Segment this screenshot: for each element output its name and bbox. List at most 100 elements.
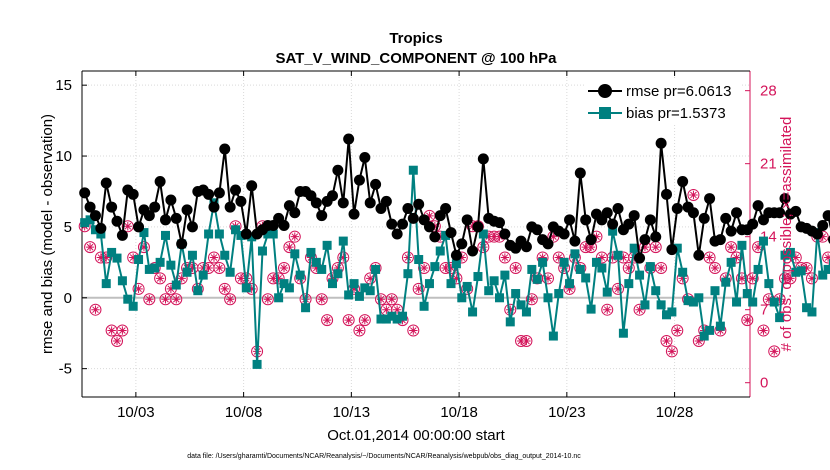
x-tick-label: 10/13 (333, 404, 371, 421)
obs-possible-point (412, 282, 425, 295)
obs-possible-point (612, 282, 625, 295)
bias-point (678, 267, 688, 277)
obs-possible-point (757, 324, 770, 337)
bias-point (624, 279, 634, 289)
obs-possible-point (170, 293, 183, 306)
y-tick-label-left: -5 (59, 361, 72, 378)
bias-point (360, 283, 370, 293)
rmse-point (423, 221, 435, 233)
obs-assimilated-point (317, 295, 326, 304)
obs-assimilated-point (452, 274, 461, 283)
bias-point (193, 286, 203, 296)
bias-point (505, 317, 515, 327)
y-axis-right-label: # of obs: o=possible; ×=assimilated (778, 117, 795, 352)
rmse-point (558, 228, 570, 240)
obs-assimilated-point (506, 305, 515, 314)
bias-point (295, 270, 305, 280)
rmse-point (564, 214, 576, 226)
legend-bias-label: bias pr=1.5373 (626, 105, 726, 122)
rmse-point (337, 197, 349, 209)
obs-possible-point (342, 314, 355, 327)
obs-assimilated-point (220, 284, 229, 294)
obs-possible-point (407, 324, 420, 337)
bias-point (618, 328, 628, 338)
rmse-point (106, 201, 118, 213)
y-tick-label-left: 0 (64, 290, 72, 307)
obs-assimilated-point (549, 232, 558, 241)
rmse-point (176, 238, 188, 250)
obs-assimilated-point (134, 284, 143, 294)
bias-point (446, 279, 456, 289)
rmse-point (186, 221, 198, 233)
obs-possible-point (525, 293, 538, 306)
obs-assimilated-point (355, 326, 364, 335)
rmse-point (235, 195, 247, 207)
obs-possible-point (671, 324, 684, 337)
obs-assimilated-point (91, 305, 100, 314)
rmse-point (213, 187, 225, 199)
obs-possible-point (509, 261, 522, 274)
obs-possible-point (687, 188, 700, 201)
rmse-point (601, 207, 613, 219)
rmse-point (143, 210, 155, 222)
rmse-point (370, 178, 382, 190)
bias-point (457, 293, 467, 303)
bias-point (672, 243, 682, 253)
obs-assimilated-point (112, 336, 122, 346)
bias-point (645, 262, 655, 272)
obs-assimilated-point (382, 305, 391, 314)
obs-assimilated-point (177, 274, 186, 283)
bias-point (435, 246, 445, 256)
bias-point (107, 247, 117, 257)
obs-possible-point (315, 293, 328, 306)
obs-assimilated-point (538, 253, 547, 262)
bias-point (591, 257, 601, 267)
obs-assimilated-point (710, 263, 720, 273)
bias-point (785, 247, 795, 257)
rmse-point (472, 221, 484, 233)
bias-point (430, 262, 440, 272)
rmse-point (310, 197, 322, 209)
bias-point (532, 274, 542, 284)
rmse-point (698, 212, 710, 224)
bias-point (726, 257, 736, 267)
rmse-point (160, 214, 171, 226)
obs-possible-point (703, 251, 716, 264)
x-tick-label: 10/23 (548, 404, 586, 421)
bias-point (236, 230, 246, 240)
obs-assimilated-point (139, 242, 149, 252)
rmse-point (246, 180, 258, 192)
obs-possible-point (633, 303, 646, 316)
obs-assimilated-point (527, 295, 537, 304)
obs-possible-point (805, 272, 818, 285)
obs-assimilated-point (737, 274, 747, 283)
obs-possible-point (655, 261, 668, 274)
rmse-point (380, 195, 392, 207)
rmse-point (95, 222, 107, 234)
obs-possible-point (116, 324, 129, 337)
bias-point (311, 257, 321, 267)
bias-point (468, 307, 478, 317)
obs-possible-point (224, 293, 237, 306)
bias-point (376, 314, 386, 324)
obs-assimilated-point (748, 274, 757, 283)
rmse-point (774, 207, 786, 219)
rmse-point (461, 214, 473, 226)
obs-possible-point (132, 282, 145, 295)
obs-assimilated-point (236, 274, 246, 283)
bias-point (538, 257, 548, 267)
bias-point (559, 257, 569, 267)
footnote: data file: /Users/gharamti/Documents/NCA… (187, 453, 581, 460)
bias-point (802, 303, 812, 313)
obs-assimilated-point (155, 274, 165, 283)
rmse-point (693, 249, 705, 261)
bias-point (451, 259, 461, 269)
bias-point (640, 300, 650, 310)
bias-point (543, 293, 553, 303)
rmse-point (704, 193, 716, 205)
bias-point (721, 277, 731, 287)
obs-assimilated-point (522, 336, 531, 346)
obs-possible-point (789, 251, 802, 264)
obs-assimilated-point (172, 295, 181, 304)
rmse-point (580, 214, 592, 226)
